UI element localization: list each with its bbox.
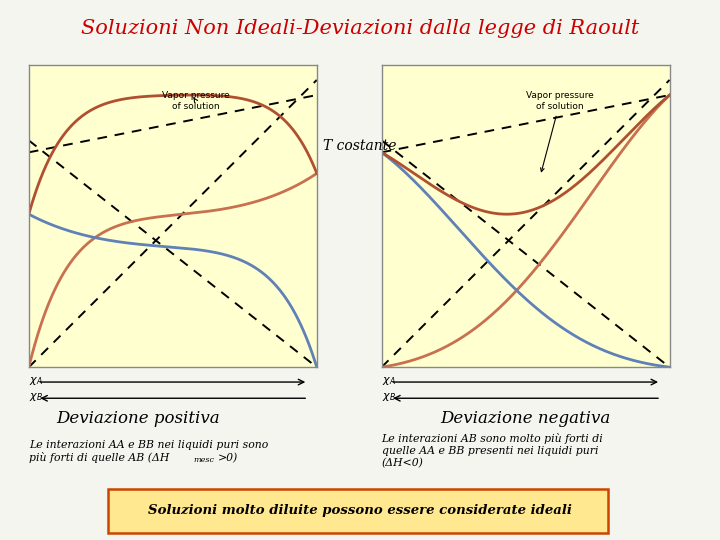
- Text: quelle AA e BB presenti nei liquidi puri: quelle AA e BB presenti nei liquidi puri: [382, 446, 598, 456]
- Text: T costante: T costante: [323, 139, 397, 153]
- Text: Soluzioni molto diluite possono essere considerate ideali: Soluzioni molto diluite possono essere c…: [148, 504, 572, 517]
- Text: >0): >0): [218, 453, 238, 463]
- Text: Le interazioni AB sono molto più forti di: Le interazioni AB sono molto più forti d…: [382, 433, 603, 444]
- Text: $\chi_B$: $\chi_B$: [382, 391, 395, 403]
- Text: mesc: mesc: [193, 456, 214, 464]
- Text: Deviazione negativa: Deviazione negativa: [441, 410, 611, 427]
- Text: Soluzioni Non Ideali-Deviazioni dalla legge di Raoult: Soluzioni Non Ideali-Deviazioni dalla le…: [81, 19, 639, 38]
- Text: $\chi_A$: $\chi_A$: [382, 375, 395, 387]
- Text: Vapor pressure
of solution: Vapor pressure of solution: [162, 91, 230, 111]
- Text: $\chi_A$: $\chi_A$: [29, 375, 42, 387]
- Text: più forti di quelle AB (ΔH: più forti di quelle AB (ΔH: [29, 453, 169, 463]
- Text: (ΔH<0): (ΔH<0): [382, 458, 423, 469]
- Text: Vapor pressure
of solution: Vapor pressure of solution: [526, 91, 594, 172]
- Text: Le interazioni AA e BB nei liquidi puri sono: Le interazioni AA e BB nei liquidi puri …: [29, 441, 268, 450]
- Text: Deviazione positiva: Deviazione positiva: [56, 410, 220, 427]
- Text: $\chi_B$: $\chi_B$: [29, 391, 42, 403]
